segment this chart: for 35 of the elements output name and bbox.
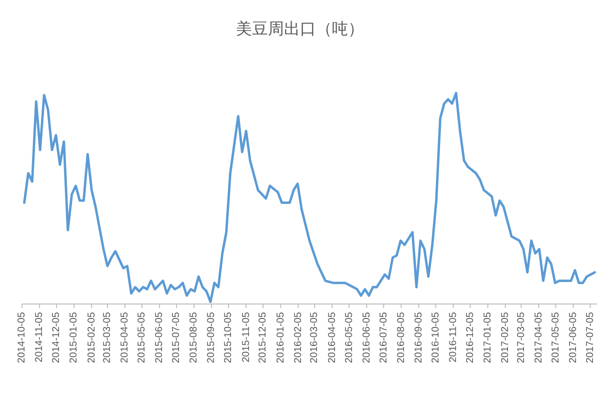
x-tick-label: 2015-08-05: [188, 312, 200, 364]
x-tick-label: 2014-11-05: [34, 312, 46, 362]
x-tick-label: 2017-05-05: [550, 312, 562, 364]
x-tick-label: 2016-06-05: [361, 312, 372, 364]
x-tick-label: 2015-04-05: [120, 312, 131, 364]
x-tick-label: 2014-12-05: [51, 312, 62, 364]
x-tick-label: 2016-12-05: [464, 312, 476, 364]
x-tick-label: 2015-05-05: [136, 312, 148, 364]
x-tick-label: 2015-03-05: [102, 312, 114, 364]
x-tick-label: 2016-08-05: [396, 312, 407, 364]
x-tick-label: 2015-10-05: [223, 312, 234, 364]
x-tick-label: 2016-10-05: [430, 312, 442, 364]
x-tick-label: 2016-02-05: [292, 312, 304, 364]
x-tick-label: 2017-04-05: [533, 312, 544, 364]
x-tick-label: 2017-02-05: [500, 312, 511, 364]
x-tick-label: 2016-05-05: [344, 312, 355, 364]
x-tick-label: 2015-06-05: [154, 312, 166, 364]
x-tick-label: 2015-12-05: [258, 312, 269, 364]
x-tick-label: 2014-10-05: [16, 312, 28, 364]
x-tick-label: 2016-09-05: [413, 312, 424, 364]
x-tick-label: 2015-09-05: [206, 312, 218, 364]
chart-title: 美豆周出口（吨）: [236, 20, 364, 38]
x-tick-label: 2016-03-05: [309, 312, 320, 364]
x-tick-label: 2017-07-05: [584, 312, 596, 364]
x-tick-label: 2016-01-05: [275, 312, 286, 364]
x-tick-label: 2015-01-05: [68, 312, 80, 364]
x-tick-label: 2015-02-05: [86, 312, 98, 364]
x-tick-label: 2016-11-05: [448, 312, 459, 362]
x-tick-label: 2017-06-05: [568, 312, 579, 364]
x-tick-label: 2016-07-05: [378, 312, 390, 364]
x-tick-label: 2015-11-05: [240, 312, 252, 362]
x-tick-label: 2015-07-05: [171, 312, 182, 364]
x-tick-label: 2016-04-05: [326, 312, 338, 364]
x-tick-label: 2017-03-05: [516, 312, 527, 364]
x-tick-label: 2017-01-05: [482, 312, 494, 364]
